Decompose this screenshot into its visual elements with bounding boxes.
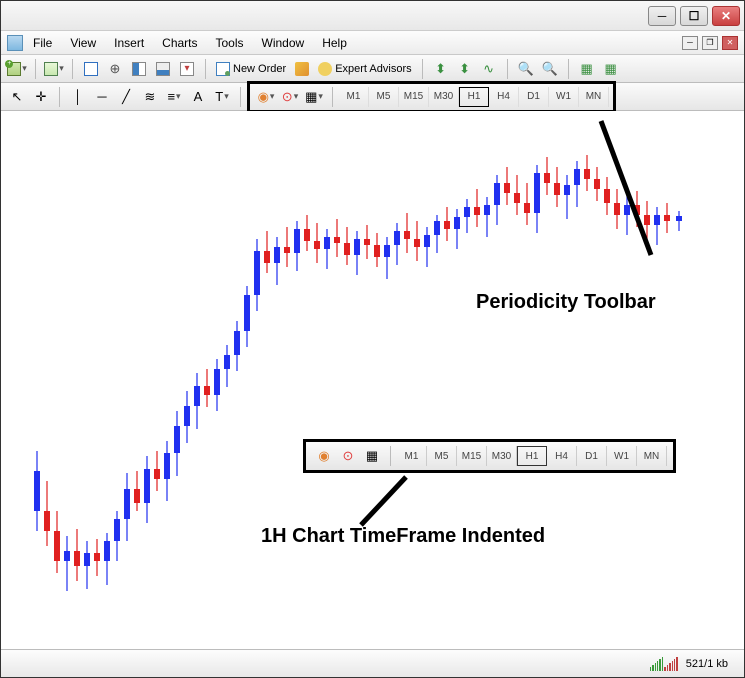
annotation-indented: 1H Chart TimeFrame Indented [261,525,545,548]
timeframe-h1-label: H1 [517,446,547,466]
timeframe-h4-label: H4 [547,446,577,466]
menu-help[interactable]: Help [322,36,347,50]
terminal-icon[interactable] [153,59,173,79]
periodicity-toolbar-copy: ◉ ⊙ ▦ M1 M5 M15 M30 H1 H4 D1 W1 MN [303,439,676,473]
horizontal-line-icon[interactable]: ─ [92,87,112,107]
trendline-icon[interactable]: ╱ [116,87,136,107]
text-label-icon[interactable]: T▾ [212,87,232,107]
timeframe-w1-button[interactable]: W1 [549,87,579,107]
periodicity-toolbar-highlight: ◉▾ ⊙▾ ▦▾ M1 M5 M15 M30 H1 H4 D1 W1 MN [247,81,616,113]
window-titlebar: ─ ☐ ✕ [1,1,744,31]
metaquotes-icon[interactable] [292,59,312,79]
timeframe-m1-label: M1 [397,446,427,466]
templates-icon[interactable]: ▦▾ [304,87,324,107]
fibonacci-icon[interactable]: ≡▾ [164,87,184,107]
periods-icon[interactable]: ⊙▾ [280,87,300,107]
menu-file[interactable]: File [33,36,52,50]
crosshair-icon[interactable]: ✛ [31,87,51,107]
templates-icon: ▦ [362,446,382,466]
menu-view[interactable]: View [70,36,96,50]
menu-window[interactable]: Window [262,36,305,50]
menubar: File View Insert Charts Tools Window Hel… [1,31,744,55]
strategy-tester-icon[interactable]: ▾ [177,59,197,79]
vertical-line-icon[interactable]: │ [68,87,88,107]
close-button[interactable]: ✕ [712,6,740,26]
zoom-in-icon[interactable]: 🔍 [516,59,536,79]
timeframe-m5-label: M5 [427,446,457,466]
minimize-button[interactable]: ─ [648,6,676,26]
chart-area[interactable]: Periodicity Toolbar ◉ ⊙ ▦ M1 M5 M15 M30 … [1,111,744,647]
auto-scroll-icon[interactable]: ▦ [577,59,597,79]
expert-advisors-button[interactable]: Expert Advisors [318,62,411,76]
navigator-icon[interactable]: ⊕ [105,59,125,79]
menu-insert[interactable]: Insert [114,36,144,50]
timeframe-h4-button[interactable]: H4 [489,87,519,107]
bar-chart-icon[interactable]: ⬍ [431,59,451,79]
market-watch-icon[interactable] [81,59,101,79]
timeframe-d1-button[interactable]: D1 [519,87,549,107]
line-chart-icon[interactable]: ∿ [479,59,499,79]
chart-shift-icon[interactable]: ▦ [601,59,621,79]
timeframe-w1-label: W1 [607,446,637,466]
menu-charts[interactable]: Charts [162,36,197,50]
periodicity-toolbar: M1 M5 M15 M30 H1 H4 D1 W1 MN [339,86,609,108]
connection-status-icon [650,657,678,671]
new-order-icon [216,62,230,76]
new-chart-icon[interactable]: +▾ [7,59,27,79]
timeframe-m15-label: M15 [457,446,487,466]
connection-status-text: 521/1 kb [686,658,728,670]
annotation-arrow-2 [351,471,431,531]
timeframe-m1-button[interactable]: M1 [339,87,369,107]
standard-toolbar: +▾ ▾ ⊕ ▾ New Order Expert Advisors ⬍ ⬍ ∿… [1,55,744,83]
zoom-out-icon[interactable]: 🔍 [540,59,560,79]
mdi-restore-button[interactable]: ❐ [702,36,718,50]
timeframe-m5-button[interactable]: M5 [369,87,399,107]
channel-icon[interactable]: ≋ [140,87,160,107]
data-window-icon[interactable] [129,59,149,79]
mdi-minimize-button[interactable]: ─ [682,36,698,50]
cursor-icon[interactable]: ↖ [7,87,27,107]
timeframe-m30-button[interactable]: M30 [429,87,459,107]
indicators-icon: ◉ [314,446,334,466]
app-icon [7,35,23,51]
timeframe-d1-label: D1 [577,446,607,466]
text-icon[interactable]: A [188,87,208,107]
menu-tools[interactable]: Tools [216,36,244,50]
mdi-close-button[interactable]: ✕ [722,36,738,50]
profiles-icon[interactable]: ▾ [44,59,64,79]
timeframe-m15-button[interactable]: M15 [399,87,429,107]
maximize-button[interactable]: ☐ [680,6,708,26]
expert-advisors-icon [318,62,332,76]
timeframe-m30-label: M30 [487,446,517,466]
statusbar: 521/1 kb [1,649,744,677]
periods-icon: ⊙ [338,446,358,466]
timeframe-h1-button[interactable]: H1 [459,87,489,107]
line-studies-toolbar: ↖ ✛ │ ─ ╱ ≋ ≡▾ A T▾ ◉▾ ⊙▾ ▦▾ M1 M5 M15 M… [1,83,744,111]
indicators-icon[interactable]: ◉▾ [256,87,276,107]
candlestick-icon[interactable]: ⬍ [455,59,475,79]
new-order-button[interactable]: New Order [216,62,286,76]
timeframe-mn-label: MN [637,446,667,466]
timeframe-mn-button[interactable]: MN [579,87,609,107]
annotation-periodicity: Periodicity Toolbar [476,291,656,314]
annotation-arrow-1 [571,115,691,285]
